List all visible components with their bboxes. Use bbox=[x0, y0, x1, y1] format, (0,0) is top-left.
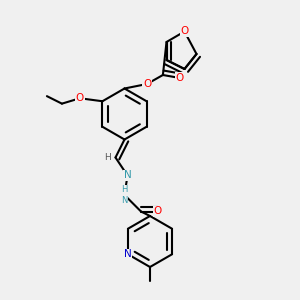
Text: N: N bbox=[124, 170, 131, 181]
Text: N: N bbox=[124, 249, 132, 259]
Text: O: O bbox=[153, 206, 162, 217]
Text: O: O bbox=[76, 93, 84, 103]
Text: O: O bbox=[180, 26, 189, 37]
Text: H
N: H N bbox=[121, 185, 128, 205]
Text: H: H bbox=[104, 153, 110, 162]
Text: O: O bbox=[176, 73, 184, 83]
Text: O: O bbox=[143, 79, 151, 89]
